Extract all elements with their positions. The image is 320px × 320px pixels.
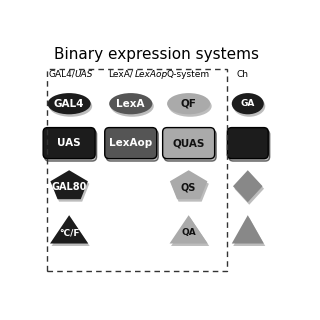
FancyBboxPatch shape: [229, 130, 270, 161]
Text: LexA/: LexA/: [108, 70, 133, 79]
FancyBboxPatch shape: [43, 128, 95, 159]
Polygon shape: [235, 173, 264, 205]
Polygon shape: [52, 173, 89, 202]
FancyBboxPatch shape: [163, 128, 215, 159]
Text: Binary expression systems: Binary expression systems: [54, 47, 259, 62]
Ellipse shape: [169, 96, 212, 117]
Polygon shape: [52, 218, 90, 246]
Text: GAL4: GAL4: [54, 99, 84, 109]
Text: GA: GA: [241, 99, 255, 108]
Ellipse shape: [111, 96, 154, 117]
Polygon shape: [232, 215, 264, 244]
Ellipse shape: [49, 96, 92, 117]
Polygon shape: [170, 170, 207, 199]
Polygon shape: [233, 218, 265, 246]
Polygon shape: [172, 173, 209, 202]
Ellipse shape: [167, 93, 210, 114]
FancyBboxPatch shape: [44, 130, 97, 161]
Text: Q-system: Q-system: [166, 70, 210, 79]
Text: LexAop: LexAop: [135, 70, 168, 79]
FancyBboxPatch shape: [106, 130, 158, 161]
Text: LexA: LexA: [116, 99, 145, 109]
Ellipse shape: [232, 93, 264, 114]
Text: QA: QA: [181, 228, 196, 237]
Text: GAL4/: GAL4/: [48, 70, 75, 79]
FancyBboxPatch shape: [227, 128, 268, 159]
Polygon shape: [50, 170, 88, 199]
Text: Ch: Ch: [237, 70, 249, 79]
Text: UAS: UAS: [57, 138, 81, 148]
Polygon shape: [171, 218, 209, 246]
Text: °C/F: °C/F: [59, 228, 79, 237]
Polygon shape: [233, 170, 262, 202]
Text: GAL80: GAL80: [52, 182, 87, 192]
Text: QF: QF: [181, 99, 196, 109]
Ellipse shape: [48, 93, 91, 114]
FancyBboxPatch shape: [105, 128, 157, 159]
Ellipse shape: [233, 96, 265, 117]
FancyBboxPatch shape: [164, 130, 216, 161]
Polygon shape: [50, 215, 88, 244]
Text: UAS: UAS: [75, 70, 93, 79]
Ellipse shape: [109, 93, 152, 114]
Polygon shape: [170, 215, 208, 244]
Text: LexAop: LexAop: [109, 138, 152, 148]
Text: QUAS: QUAS: [172, 138, 205, 148]
Text: QS: QS: [181, 182, 196, 192]
